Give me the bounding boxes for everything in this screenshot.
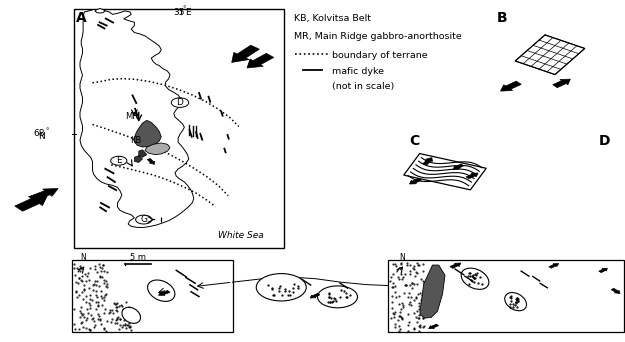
Text: D: D <box>599 134 610 148</box>
Text: White Sea: White Sea <box>217 232 264 240</box>
Text: °: ° <box>46 128 49 134</box>
Text: 5 m: 5 m <box>130 253 146 262</box>
Text: N: N <box>38 132 45 141</box>
Ellipse shape <box>148 280 175 301</box>
Text: E: E <box>116 156 121 165</box>
Text: 68: 68 <box>34 129 45 138</box>
Polygon shape <box>423 158 432 165</box>
Text: °: ° <box>182 6 186 13</box>
Polygon shape <box>148 159 155 165</box>
Bar <box>72 260 232 332</box>
Polygon shape <box>232 45 259 62</box>
Text: KB, Kolvitsa Belt: KB, Kolvitsa Belt <box>294 14 371 23</box>
Text: MR: MR <box>125 112 138 121</box>
Polygon shape <box>429 324 439 329</box>
Polygon shape <box>611 288 620 293</box>
Circle shape <box>136 215 152 224</box>
Polygon shape <box>453 164 464 169</box>
Polygon shape <box>549 263 559 268</box>
Text: E: E <box>186 8 191 16</box>
Circle shape <box>171 98 189 107</box>
Text: N: N <box>80 253 86 262</box>
Text: D: D <box>177 98 184 107</box>
Polygon shape <box>599 268 608 273</box>
Polygon shape <box>404 154 486 190</box>
Polygon shape <box>15 195 48 211</box>
Polygon shape <box>134 120 161 147</box>
Bar <box>74 9 284 248</box>
Polygon shape <box>420 265 445 318</box>
Polygon shape <box>501 81 521 91</box>
Ellipse shape <box>505 292 526 311</box>
Text: (not in scale): (not in scale) <box>332 82 395 91</box>
Polygon shape <box>159 290 170 295</box>
Polygon shape <box>247 53 274 68</box>
Polygon shape <box>95 9 105 13</box>
Polygon shape <box>409 178 421 184</box>
Text: C: C <box>409 134 419 148</box>
Polygon shape <box>134 156 142 162</box>
Text: MR, Main Ridge gabbro-anorthosite: MR, Main Ridge gabbro-anorthosite <box>294 32 461 41</box>
Text: KB: KB <box>130 136 141 145</box>
Text: B: B <box>497 11 508 25</box>
Polygon shape <box>145 143 170 155</box>
Circle shape <box>256 274 306 301</box>
Text: A: A <box>76 11 87 25</box>
Text: mafic dyke: mafic dyke <box>332 67 384 76</box>
Bar <box>388 260 624 332</box>
Polygon shape <box>466 173 478 179</box>
Polygon shape <box>139 150 147 157</box>
Ellipse shape <box>461 268 489 289</box>
Polygon shape <box>80 10 194 227</box>
Text: G: G <box>140 215 148 224</box>
Circle shape <box>111 156 127 165</box>
Text: N: N <box>399 253 404 262</box>
Polygon shape <box>310 293 320 298</box>
Text: 35: 35 <box>173 8 184 16</box>
Polygon shape <box>515 35 585 75</box>
Polygon shape <box>450 263 461 268</box>
Polygon shape <box>30 188 58 200</box>
Circle shape <box>318 286 357 308</box>
Ellipse shape <box>122 307 141 323</box>
Polygon shape <box>552 79 571 88</box>
Text: boundary of terrane: boundary of terrane <box>332 51 428 60</box>
